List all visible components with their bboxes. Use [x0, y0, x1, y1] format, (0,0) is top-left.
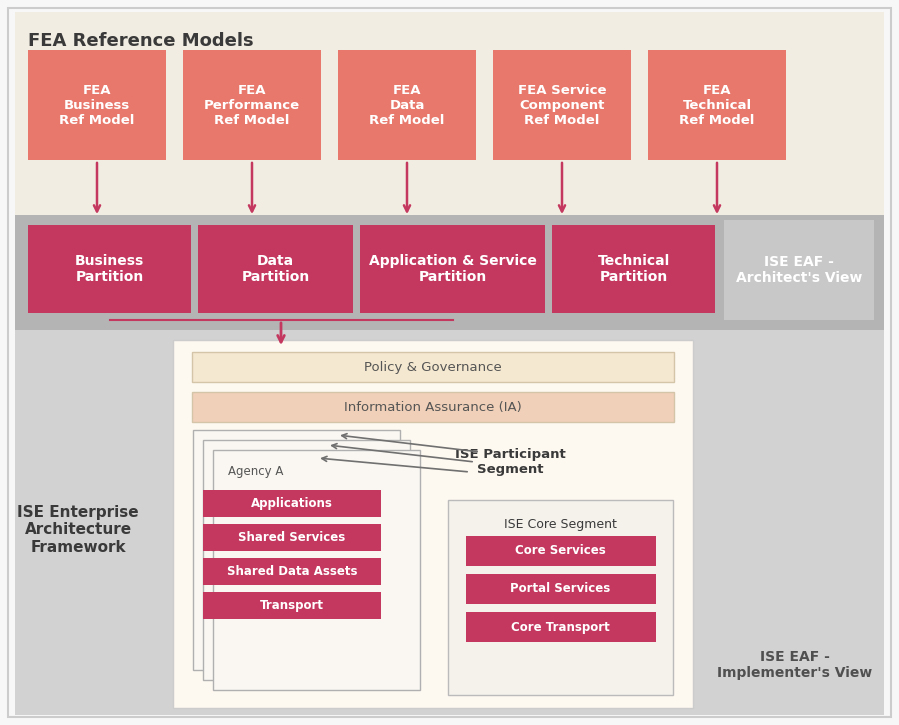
Bar [28, 225, 191, 313]
Bar [448, 500, 673, 695]
Bar [15, 330, 884, 715]
Bar [466, 574, 655, 604]
Text: Data
Partition: Data Partition [241, 254, 309, 284]
Bar [183, 50, 321, 160]
Bar [198, 225, 353, 313]
Bar [192, 352, 674, 382]
Bar [648, 50, 786, 160]
Text: Agency/Center ...: Agency/Center ... [208, 445, 311, 458]
Text: FEA Service
Component
Ref Model: FEA Service Component Ref Model [518, 83, 606, 126]
Bar [192, 392, 674, 422]
Text: FEA
Technical
Ref Model: FEA Technical Ref Model [680, 83, 754, 126]
Bar [203, 440, 410, 680]
Text: Applications: Applications [251, 497, 333, 510]
Text: ISE EAF -
Implementer's View: ISE EAF - Implementer's View [717, 650, 873, 680]
Bar [466, 612, 655, 642]
Text: ISE Enterprise
Architecture
Framework: ISE Enterprise Architecture Framework [17, 505, 138, 555]
Text: Information Assurance (IA): Information Assurance (IA) [344, 400, 522, 413]
Bar [203, 558, 381, 585]
Text: FEA
Business
Ref Model: FEA Business Ref Model [59, 83, 135, 126]
Text: Technical
Partition: Technical Partition [597, 254, 670, 284]
Bar [338, 50, 476, 160]
Bar [28, 50, 166, 160]
Bar [493, 50, 631, 160]
Text: FEA Reference Models: FEA Reference Models [28, 32, 254, 50]
Bar [360, 225, 545, 313]
Text: Shared Data Assets: Shared Data Assets [227, 565, 357, 578]
Text: ISE EAF -
Architect's View: ISE EAF - Architect's View [735, 255, 862, 285]
Text: FEA
Data
Ref Model: FEA Data Ref Model [369, 83, 445, 126]
Text: Application & Service
Partition: Application & Service Partition [369, 254, 537, 284]
Text: ISE Core Segment: ISE Core Segment [504, 518, 617, 531]
Text: Fusion Center X: Fusion Center X [218, 455, 311, 468]
Bar [203, 524, 381, 551]
Bar [466, 536, 655, 566]
Bar [173, 340, 693, 708]
Text: Transport: Transport [260, 599, 324, 612]
Bar [15, 215, 884, 330]
Bar [203, 592, 381, 619]
Bar [193, 430, 400, 670]
Bar [15, 12, 884, 215]
Bar [552, 225, 715, 313]
Text: Policy & Governance: Policy & Governance [364, 360, 502, 373]
Text: Agency A: Agency A [228, 465, 283, 478]
Text: Shared Services: Shared Services [238, 531, 345, 544]
Text: ISE Participant
Segment: ISE Participant Segment [455, 448, 565, 476]
Bar [203, 490, 381, 517]
Text: Portal Services: Portal Services [511, 582, 610, 595]
Text: FEA
Performance
Ref Model: FEA Performance Ref Model [204, 83, 300, 126]
Text: Core Services: Core Services [515, 544, 606, 558]
Text: Core Transport: Core Transport [512, 621, 610, 634]
Text: Business
Partition: Business Partition [75, 254, 144, 284]
Bar [724, 220, 874, 320]
Bar [213, 450, 420, 690]
